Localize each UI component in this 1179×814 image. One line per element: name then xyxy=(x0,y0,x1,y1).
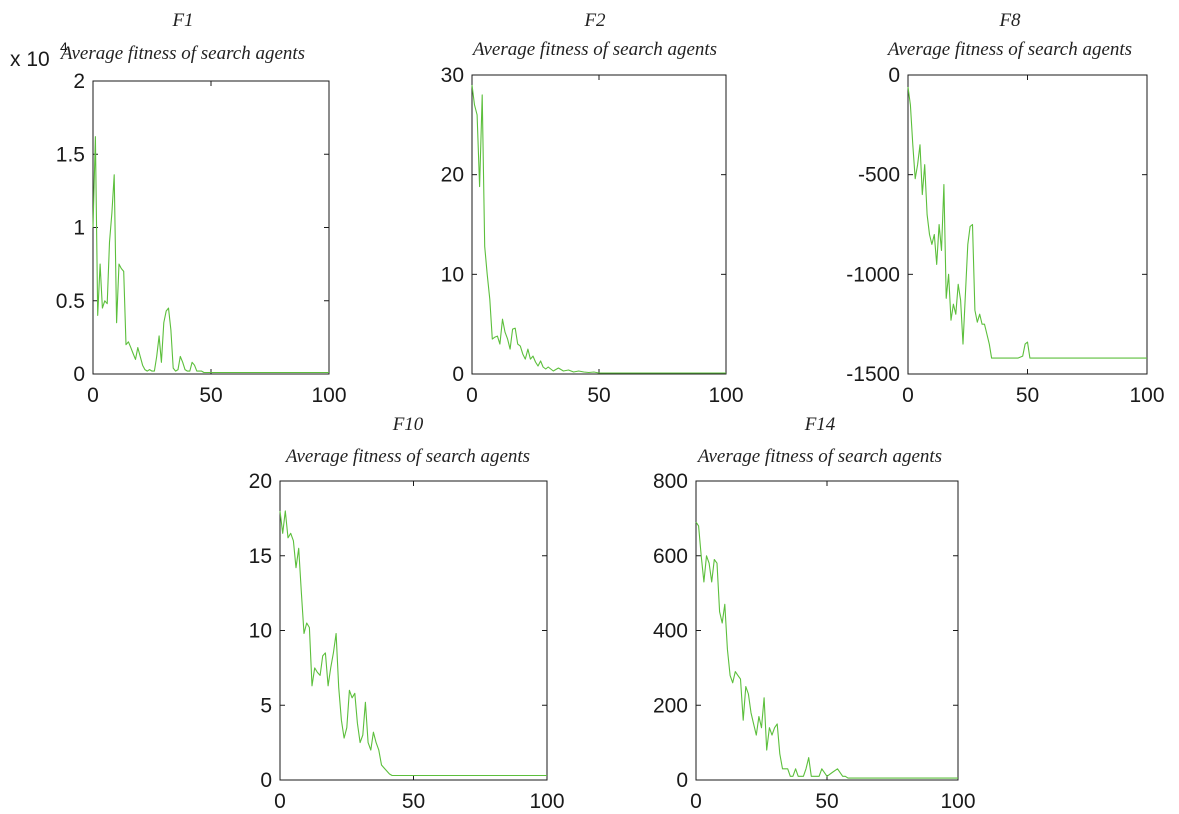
panel-subtitle: Average fitness of search agents xyxy=(696,446,942,467)
chart-panel-f14: F14 Average fitness of search agents 0 50 10… xyxy=(653,414,976,813)
y-tick-label: -1000 xyxy=(846,263,900,286)
series-line xyxy=(471,84,726,374)
y-tick-label: -500 xyxy=(858,164,900,187)
panel-subtitle: Average fitness of search agents xyxy=(886,39,1132,60)
y-tick-label: 0 xyxy=(73,363,85,386)
panel-title: F10 xyxy=(392,414,424,435)
x-tick-label: 0 xyxy=(466,384,478,407)
series-line xyxy=(279,510,547,777)
chart-panel-f1: F1 Average fitness of search agents x 10 4 0… xyxy=(10,10,347,407)
y-tick-label: 1.5 xyxy=(56,143,85,166)
x-tick-label: 0 xyxy=(902,384,914,407)
x-tick-label: 100 xyxy=(1129,384,1164,407)
y-tick-label: 0 xyxy=(260,769,272,792)
y-tick-label: 5 xyxy=(260,694,272,717)
y-multiplier-label: x 10 xyxy=(10,48,50,71)
panel-subtitle: Average fitness of search agents xyxy=(284,446,530,467)
y-tick-label: 0 xyxy=(676,769,688,792)
panel-title: F8 xyxy=(998,10,1021,31)
x-tick-label: 0 xyxy=(690,790,702,813)
y-tick-label: 10 xyxy=(441,263,464,286)
series-line xyxy=(695,521,958,779)
series-line xyxy=(907,86,1147,359)
y-tick-label: 0 xyxy=(452,363,464,386)
y-tick-label: 15 xyxy=(249,545,272,568)
x-tick-label: 100 xyxy=(708,384,743,407)
x-tick-label: 0 xyxy=(87,384,99,407)
plot-frame xyxy=(695,480,959,781)
x-tick-label: 50 xyxy=(587,384,610,407)
y-tick-label: 2 xyxy=(73,70,85,93)
panel-subtitle: Average fitness of search agents xyxy=(471,39,717,60)
x-tick-label: 50 xyxy=(1016,384,1039,407)
panel-title: F14 xyxy=(804,414,836,435)
x-tick-label: 0 xyxy=(274,790,286,813)
y-tick-label: 1 xyxy=(73,217,85,240)
plot-frame xyxy=(471,74,727,375)
y-tick-label: 0 xyxy=(888,64,900,87)
plot-frame xyxy=(92,80,330,375)
x-tick-label: 100 xyxy=(311,384,346,407)
y-tick-label: 600 xyxy=(653,545,688,568)
series-line xyxy=(92,136,329,374)
y-tick-label: 30 xyxy=(441,64,464,87)
y-tick-label: -1500 xyxy=(846,363,900,386)
x-tick-label: 50 xyxy=(815,790,838,813)
panel-title: F2 xyxy=(583,10,606,31)
y-multiplier-exponent: 4 xyxy=(60,39,68,55)
panel-subtitle: Average fitness of search agents xyxy=(59,43,305,64)
y-tick-label: 20 xyxy=(441,164,464,187)
y-tick-label: 0.5 xyxy=(56,290,85,313)
x-tick-label: 50 xyxy=(402,790,425,813)
x-tick-label: 100 xyxy=(940,790,975,813)
plot-frame xyxy=(279,480,548,781)
y-tick-label: 400 xyxy=(653,620,688,643)
x-tick-label: 100 xyxy=(529,790,564,813)
panel-title: F1 xyxy=(171,10,193,31)
x-tick-label: 50 xyxy=(199,384,222,407)
y-tick-label: 200 xyxy=(653,694,688,717)
plot-frame xyxy=(907,74,1148,375)
chart-panel-f8: F8 Average fitness of search agents 0 50 100… xyxy=(846,10,1164,407)
y-tick-label: 10 xyxy=(249,620,272,643)
y-tick-label: 800 xyxy=(653,470,688,493)
y-tick-label: 20 xyxy=(249,470,272,493)
